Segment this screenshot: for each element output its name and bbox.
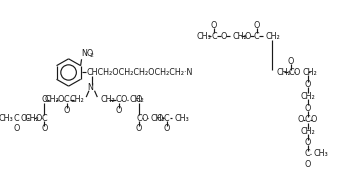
Text: O: O [14,125,20,134]
Text: O: O [305,160,311,169]
Text: O: O [305,80,311,89]
Text: C: C [305,149,310,158]
Text: 2: 2 [89,53,93,58]
Text: O: O [298,115,304,124]
Text: O: O [305,138,311,147]
Text: CH₂: CH₂ [69,95,84,104]
Text: C: C [42,114,47,123]
Text: CH₃: CH₃ [313,149,328,158]
Text: O: O [305,104,311,113]
Text: O: O [21,114,27,123]
Text: C: C [211,32,217,41]
Text: O: O [311,115,317,124]
Text: O: O [288,57,294,66]
Text: CH₂: CH₂ [300,92,315,101]
Text: O: O [244,32,251,41]
Text: O: O [58,95,64,104]
Text: CH₂: CH₂ [266,32,281,41]
Text: O: O [64,106,70,115]
Text: O: O [211,21,217,30]
Text: O: O [141,114,148,123]
Text: CH₂: CH₂ [150,114,165,123]
Text: NO: NO [82,49,94,58]
Text: O: O [253,21,260,30]
Text: CH₂: CH₂ [130,95,144,104]
Text: C: C [254,32,260,41]
Text: O: O [156,114,163,123]
Text: O: O [41,95,48,104]
Text: CH₂: CH₂ [300,127,315,136]
Text: CH₂: CH₂ [100,95,115,104]
Text: O: O [163,125,170,134]
Text: CH₃: CH₃ [0,114,13,123]
Text: CH₂: CH₂ [45,95,59,104]
Text: O: O [116,106,122,115]
Text: CH₂: CH₂ [24,114,39,123]
Text: C: C [14,114,19,123]
Text: CHCH₂OCH₂CH₂OCH₂CH₂·N: CHCH₂OCH₂CH₂OCH₂CH₂·N [86,68,193,77]
Text: CH₃: CH₃ [174,114,189,123]
Text: O: O [41,125,48,134]
Text: O: O [220,32,226,41]
Text: O: O [36,114,42,123]
Text: O: O [293,68,300,77]
Text: C: C [164,114,170,123]
Text: C: C [288,68,294,77]
Text: O: O [136,125,142,134]
Text: CH₂: CH₂ [276,68,291,77]
Text: CH₃: CH₃ [197,32,211,41]
Text: CH₂: CH₂ [302,68,317,77]
Text: C: C [116,95,121,104]
Text: C: C [64,95,69,104]
Text: CH₂: CH₂ [233,32,247,41]
Text: C: C [305,115,310,124]
Text: O: O [121,95,127,104]
Text: O: O [136,95,142,104]
Text: C: C [136,114,142,123]
Text: N: N [87,83,93,92]
